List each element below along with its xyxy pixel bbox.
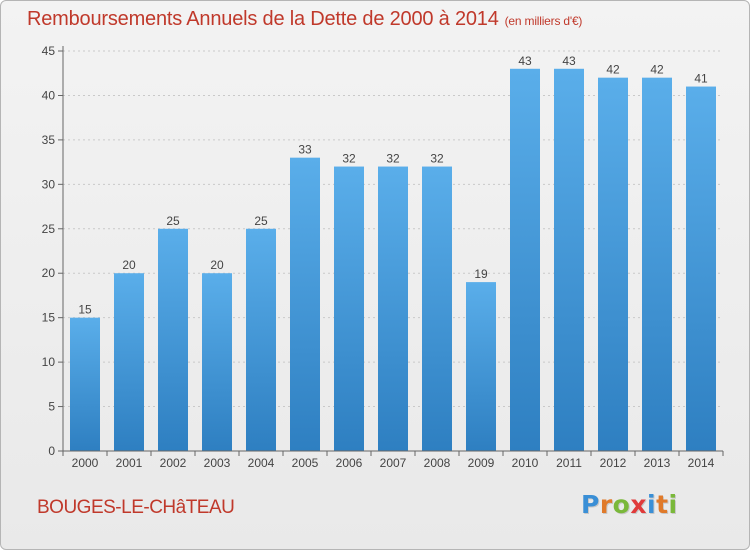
bar-value-label: 19 [474,267,488,281]
bar-value-label: 43 [518,54,532,68]
x-tick-label: 2013 [644,456,671,470]
y-tick-label: 45 [42,44,56,58]
bar-2007 [378,166,408,452]
bar-value-label: 20 [122,258,136,272]
bar-value-label: 32 [342,152,356,166]
y-tick-label: 5 [48,400,55,414]
x-tick-label: 2012 [600,456,627,470]
bar-2002 [158,228,188,451]
proxiti-logo: Proxiti [581,490,678,519]
bar-value-label: 32 [430,152,444,166]
bar-value-label: 33 [298,143,312,157]
x-tick-label: 2003 [204,456,231,470]
bar-value-label: 42 [650,63,664,77]
bar-value-label: 41 [694,72,708,86]
bar-value-label: 25 [166,214,180,228]
bar-2012 [598,77,628,452]
x-tick-label: 2002 [160,456,187,470]
bar-2006 [334,166,364,452]
x-tick-label: 2010 [512,456,539,470]
x-tick-label: 2007 [380,456,407,470]
bar-2013 [642,77,672,452]
chart-title-text: Remboursements Annuels de la Dette de 20… [27,8,499,30]
chart-title: Remboursements Annuels de la Dette de 20… [27,8,582,31]
x-tick-label: 2011 [556,456,582,470]
bar-value-label: 42 [606,63,620,77]
bar-2014 [686,86,716,452]
x-tick-label: 2005 [292,456,319,470]
bar-value-label: 32 [386,152,400,166]
y-tick-label: 35 [42,133,56,147]
bar-2011 [554,68,584,452]
x-tick-label: 2000 [72,456,99,470]
y-tick-label: 40 [42,88,56,102]
bar-2005 [290,157,320,451]
x-tick-label: 2008 [424,456,451,470]
town-name: BOUGES-LE-CHâTEAU [37,497,235,518]
bar-2001 [114,273,144,451]
bar-value-label: 25 [254,214,268,228]
x-tick-label: 2006 [336,456,363,470]
bar-2003 [202,273,232,451]
y-tick-label: 0 [48,444,55,458]
y-tick-label: 30 [42,177,56,191]
bar-2000 [70,317,100,451]
x-tick-label: 2014 [688,456,715,470]
chart-unit: (en milliers d'€) [504,14,583,28]
x-tick-label: 2001 [116,456,143,470]
bar-2009 [466,282,496,451]
y-tick-label: 25 [42,222,56,236]
bar-value-label: 43 [562,54,576,68]
x-tick-label: 2009 [468,456,495,470]
bar-value-label: 15 [78,303,92,317]
y-tick-label: 15 [42,311,56,325]
bar-value-label: 20 [210,258,224,272]
bar-2008 [422,166,452,452]
bar-2004 [246,228,276,451]
x-tick-label: 2004 [248,456,275,470]
y-tick-label: 20 [42,266,56,280]
bar-chart: 15 20 25 20 25 33 32 32 32 19 43 43 42 42 41 0 5 10 15 20 2… [42,44,724,470]
bar-2010 [510,68,540,452]
y-tick-label: 10 [42,355,56,369]
